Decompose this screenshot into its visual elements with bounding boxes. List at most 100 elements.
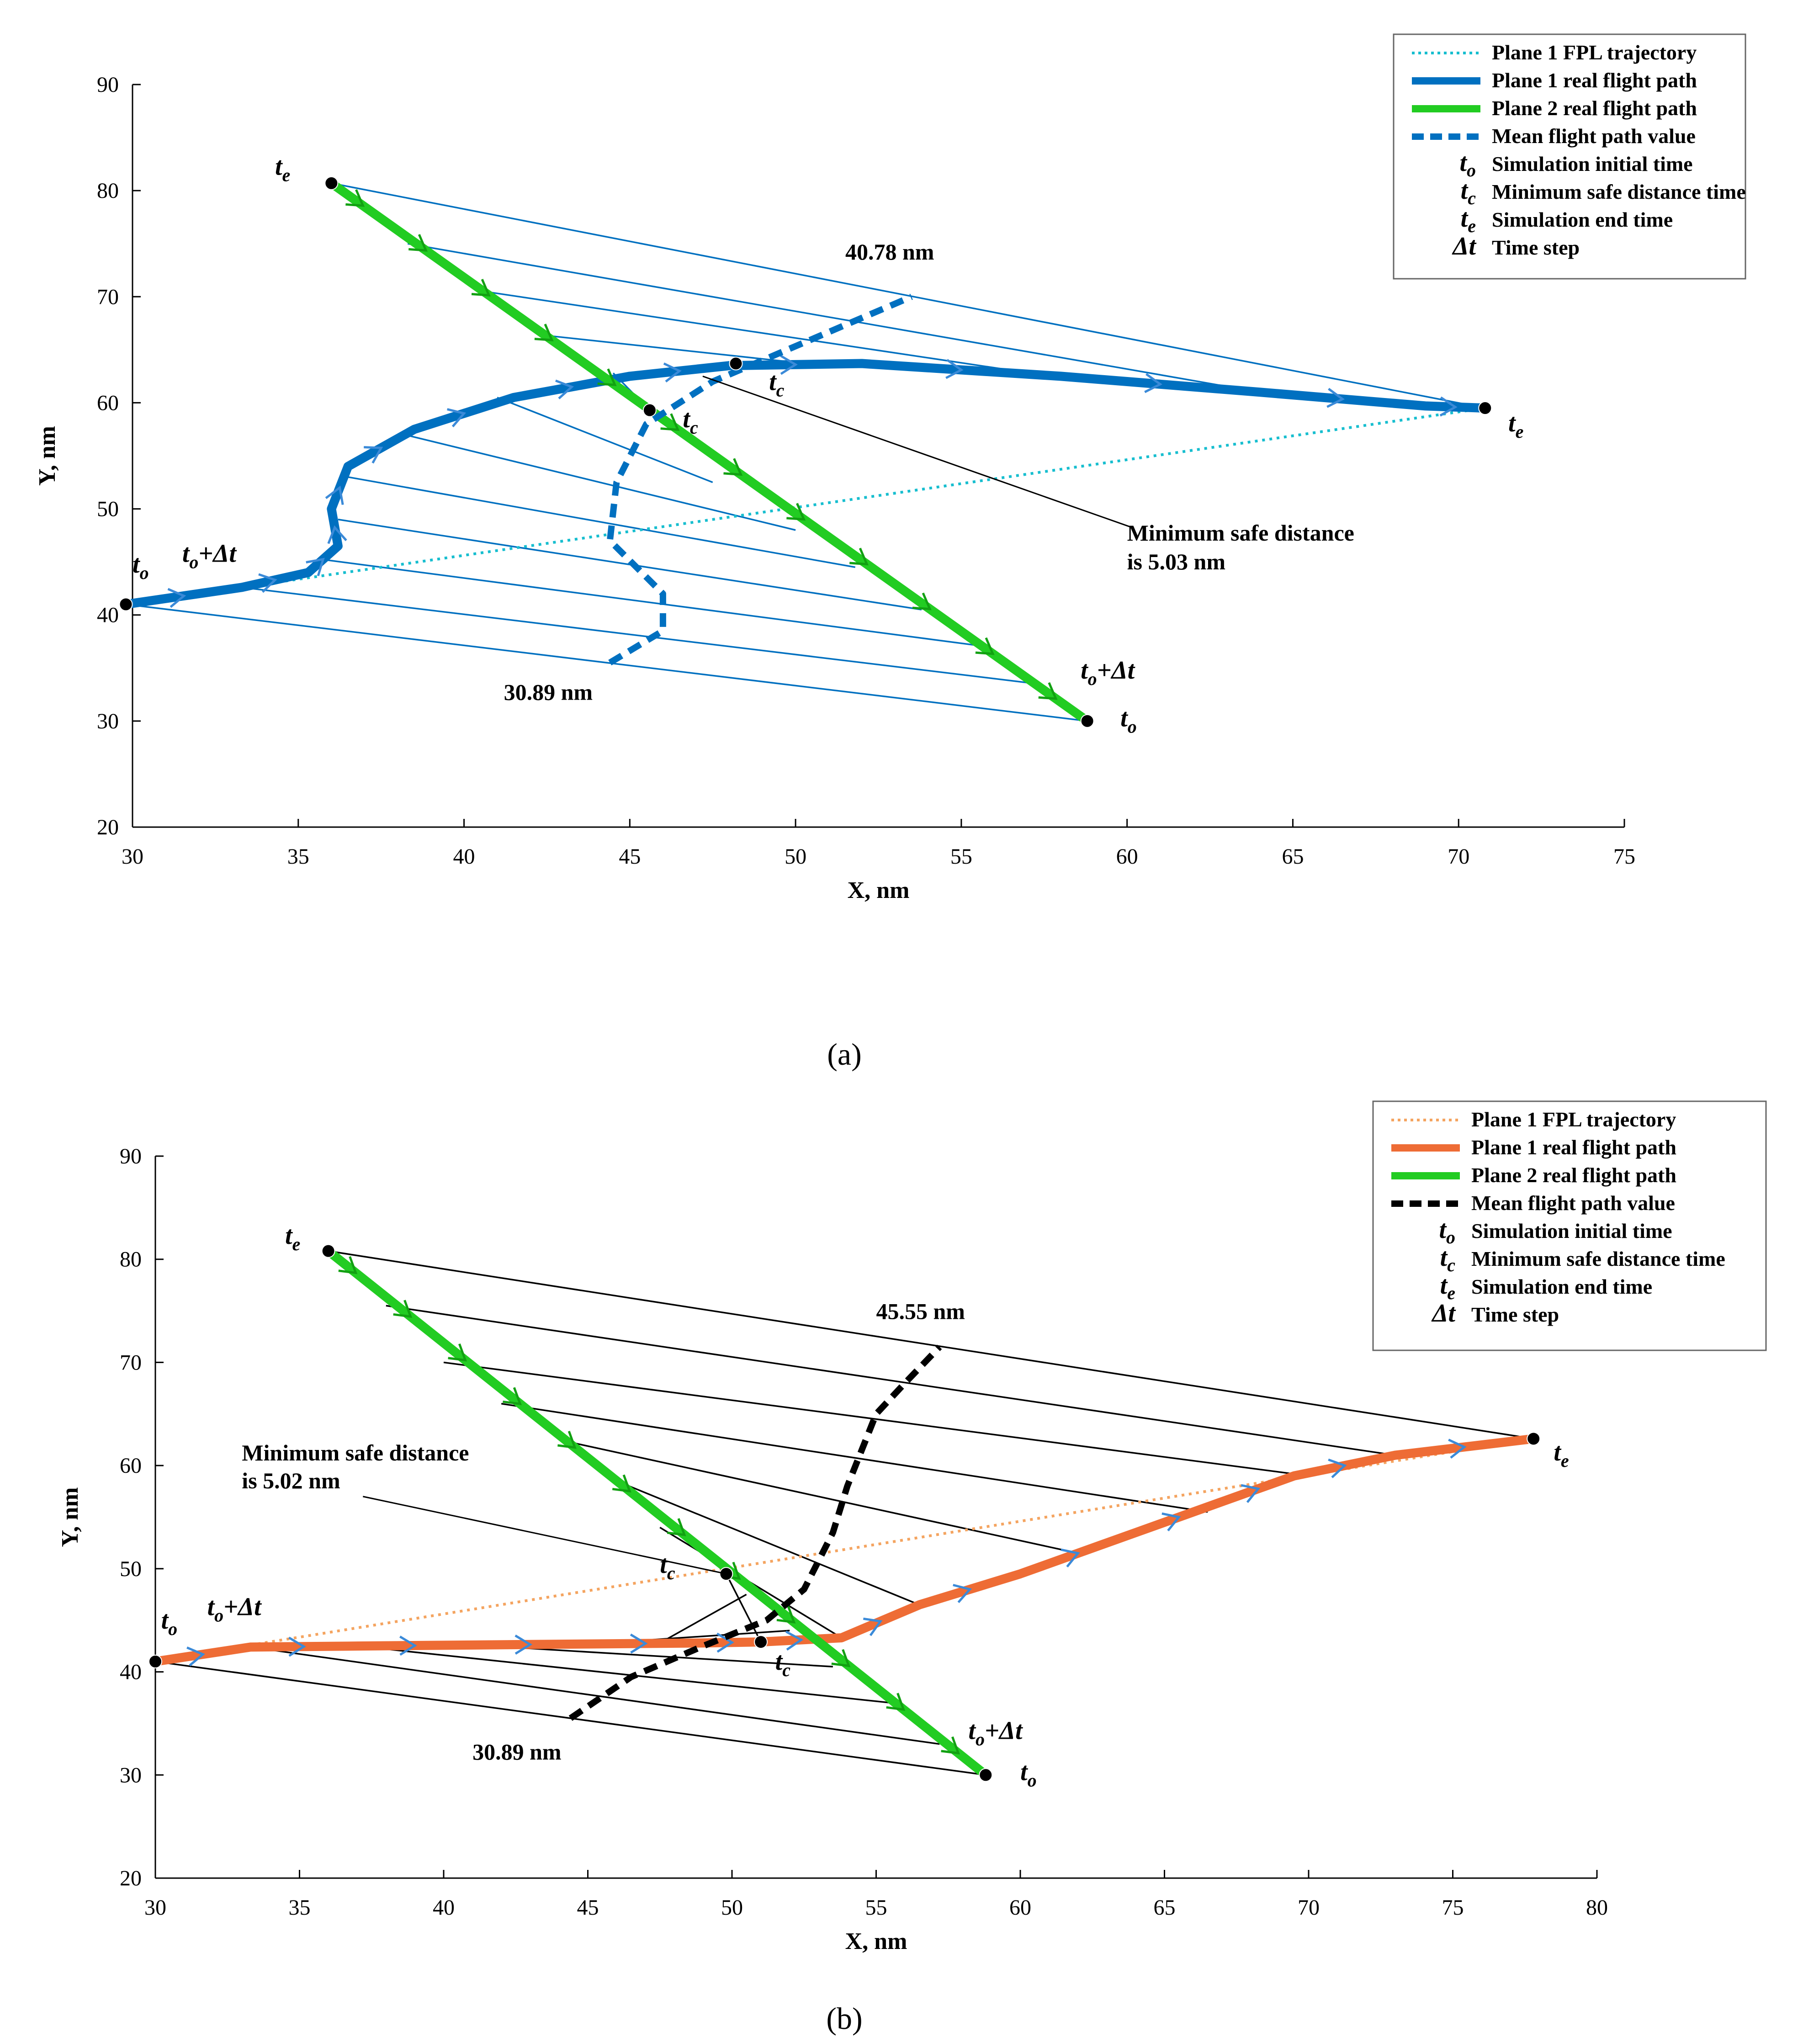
y-tick-label: 30 xyxy=(120,1763,142,1787)
direction-arrow xyxy=(345,189,365,207)
legend-symbol: to xyxy=(1459,149,1476,181)
legend-symbol: te xyxy=(1440,1271,1455,1303)
legend-entry-label: Plane 2 real flight path xyxy=(1492,96,1697,120)
time-label-tc: tc xyxy=(683,405,698,438)
direction-arrow xyxy=(849,547,869,566)
time-marker-point xyxy=(1527,1432,1541,1446)
direction-arrow xyxy=(630,1633,648,1654)
y-axis-label: Y, nm xyxy=(34,426,60,486)
time-label-to: to xyxy=(1020,1758,1037,1791)
direction-arrow xyxy=(776,1605,796,1624)
time-marker-point xyxy=(324,176,339,190)
time-marker-point xyxy=(729,356,743,371)
time-marker-point xyxy=(1080,714,1094,728)
legend-entry-label: Plane 1 real flight path xyxy=(1471,1136,1676,1159)
y-axis-label: Y, nm xyxy=(57,1487,83,1547)
x-tick-label: 50 xyxy=(785,844,806,869)
annotation-text: is 5.03 nm xyxy=(1127,549,1225,574)
direction-arrow xyxy=(1448,1439,1467,1459)
annotation-text: Minimum safe distance xyxy=(242,1440,469,1465)
direction-arrow xyxy=(534,324,554,341)
direction-arrow xyxy=(325,485,344,505)
x-tick-label: 45 xyxy=(577,1895,599,1920)
x-tick-label: 70 xyxy=(1298,1895,1320,1920)
direction-arrow xyxy=(953,1584,972,1603)
annotation-text: 30.89 nm xyxy=(472,1739,561,1764)
direction-arrow xyxy=(557,1431,577,1449)
direction-arrow xyxy=(1144,373,1162,393)
y-tick-label: 50 xyxy=(120,1557,142,1581)
direction-arrow xyxy=(886,1693,906,1711)
x-tick-label: 65 xyxy=(1154,1895,1176,1920)
series-mean-line xyxy=(568,1344,942,1721)
time-label-te: te xyxy=(1508,409,1523,442)
legend-entry-label: Time step xyxy=(1471,1303,1559,1326)
x-tick-label: 80 xyxy=(1586,1895,1608,1920)
direction-arrow xyxy=(716,1632,734,1653)
direction-arrow xyxy=(167,588,186,608)
time-step-connector xyxy=(550,335,806,365)
time-label-te: te xyxy=(275,152,290,185)
chart-legend: Plane 1 FPL trajectory Plane 1 real fligh… xyxy=(1393,33,1746,280)
time-step-connector xyxy=(386,1305,1395,1456)
annotation-text: is 5.02 nm xyxy=(242,1468,340,1493)
time-marker-point xyxy=(119,597,133,611)
time-marker-point xyxy=(979,1768,993,1782)
x-tick-label: 70 xyxy=(1448,844,1469,869)
direction-arrow xyxy=(555,379,574,399)
direction-arrow xyxy=(1241,1484,1261,1503)
direction-arrow xyxy=(597,368,617,387)
direction-arrow xyxy=(723,458,743,476)
time-step-connector xyxy=(659,1593,747,1644)
direction-arrow xyxy=(941,1736,960,1755)
direction-arrow xyxy=(338,1256,358,1274)
direction-arrow xyxy=(780,355,798,375)
direction-arrow xyxy=(1439,396,1458,417)
time-step-connector xyxy=(126,603,1087,722)
legend-symbol: tc xyxy=(1440,1243,1456,1275)
time-marker-point xyxy=(148,1655,162,1668)
legend-entry-label: Simulation initial time xyxy=(1492,152,1693,175)
annotation-text: 30.89 nm xyxy=(504,679,593,705)
y-tick-label: 60 xyxy=(97,391,119,415)
x-axis-label: X, nm xyxy=(845,1928,907,1954)
y-tick-label: 80 xyxy=(120,1248,142,1272)
time-marker-point xyxy=(1478,401,1492,415)
direction-arrow xyxy=(503,1387,522,1406)
direction-arrow xyxy=(471,279,491,297)
y-tick-label: 80 xyxy=(97,179,119,203)
direction-arrow xyxy=(1061,1548,1080,1568)
time-label-to: to+Δt xyxy=(182,540,237,573)
direction-arrow xyxy=(288,1636,306,1657)
direction-arrow xyxy=(399,1635,417,1656)
direction-arrow xyxy=(831,1649,851,1667)
series-fpl-line xyxy=(242,407,1485,589)
annotation-text: Minimum safe distance xyxy=(1127,520,1354,546)
x-tick-label: 30 xyxy=(122,844,143,869)
direction-arrow xyxy=(327,525,347,544)
direction-arrow xyxy=(975,637,995,655)
x-tick-label: 35 xyxy=(287,844,309,869)
direction-arrow xyxy=(785,1630,804,1651)
time-label-to: to+Δt xyxy=(207,1593,262,1625)
time-step-connector xyxy=(501,1402,1208,1513)
legend-entry-label: Mean flight path value xyxy=(1471,1191,1675,1215)
legend-box xyxy=(1393,33,1746,280)
time-label-to: to xyxy=(1120,704,1137,737)
y-tick-label: 40 xyxy=(97,603,119,627)
series-plane-2-line xyxy=(323,1246,991,1780)
y-tick-label: 90 xyxy=(97,73,119,97)
time-step-connector xyxy=(242,586,1038,685)
x-tick-label: 30 xyxy=(144,1895,166,1920)
chart-legend: Plane 1 FPL trajectory Plane 1 real fligh… xyxy=(1372,1100,1767,1351)
legend-symbol: te xyxy=(1461,204,1476,236)
direction-arrow xyxy=(258,573,277,593)
direction-arrow xyxy=(514,1635,533,1655)
y-tick-label: 20 xyxy=(97,815,119,839)
x-axis-label: X, nm xyxy=(848,877,910,903)
time-step-connector xyxy=(404,434,796,531)
legend-entry-label: Minimum safe distance time xyxy=(1492,180,1746,203)
time-step-connector xyxy=(725,1573,762,1642)
y-tick-label: 70 xyxy=(97,285,119,309)
